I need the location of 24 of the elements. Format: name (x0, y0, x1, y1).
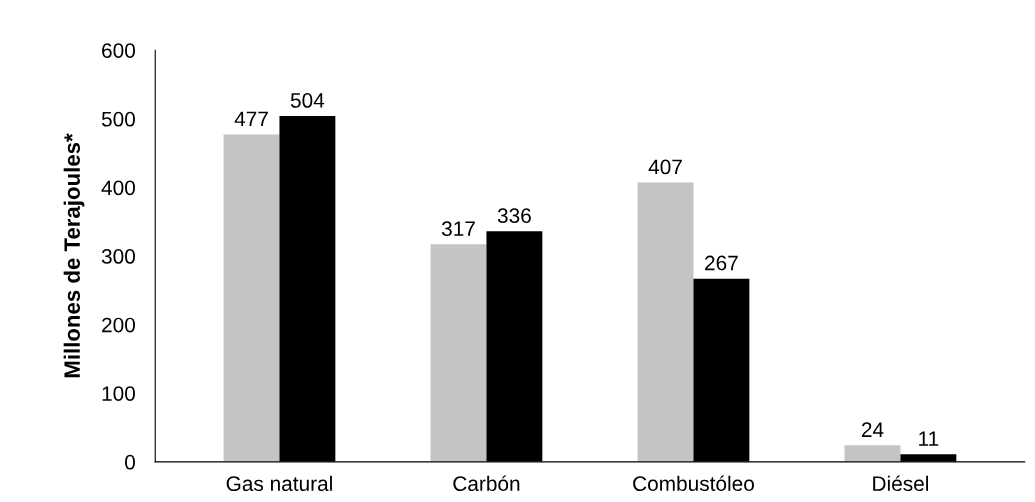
data-label: 504 (290, 93, 325, 108)
y-tick-label: 600 (102, 43, 135, 58)
data-label: 317 (441, 221, 475, 237)
y-tick-label: 500 (101, 111, 135, 127)
data-label: 267 (705, 255, 738, 271)
data-label: 477 (234, 111, 268, 127)
data-label: 336 (497, 208, 531, 224)
x-tick-label: Carbón (453, 475, 520, 492)
data-label: 11 (919, 431, 939, 446)
y-tick-label: 200 (102, 317, 135, 333)
bar (430, 244, 487, 462)
y-tick-label: 300 (101, 249, 135, 264)
x-tick-label: Gas natural (226, 475, 332, 492)
x-tick-label: Combustóleo (633, 475, 754, 492)
y-tick-label: 400 (101, 180, 135, 196)
y-tick-label: 100 (102, 386, 135, 401)
x-tick-label: Diésel (873, 475, 928, 492)
data-label: 24 (861, 422, 884, 437)
y-axis-title: Millones de Terajoules* (63, 133, 85, 378)
data-label: 407 (648, 159, 682, 175)
bar (844, 445, 901, 462)
bar (637, 182, 694, 462)
y-tick-label: 0 (125, 454, 135, 470)
bar (223, 134, 280, 462)
